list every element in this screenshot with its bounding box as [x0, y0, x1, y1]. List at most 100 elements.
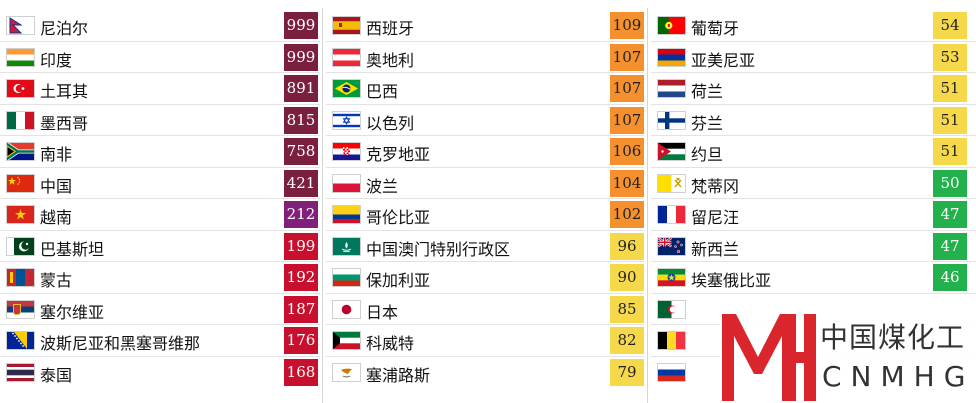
value-badge: 107	[610, 106, 644, 134]
country-name: 塞浦路斯	[366, 365, 431, 385]
netherlands-flag-icon	[658, 80, 685, 97]
table-row: 以色列 107	[326, 105, 644, 136]
new-zealand-flag-icon	[658, 237, 685, 255]
table-row: 尼泊尔 999	[0, 10, 320, 42]
table-row: 留尼汪 47	[651, 199, 976, 231]
country-name: 墨西哥	[40, 113, 89, 133]
mongolia-flag-icon	[7, 269, 34, 286]
value-badge: 102	[610, 201, 644, 228]
country-name: 梵蒂冈	[691, 176, 740, 196]
value-badge: 107	[610, 43, 644, 71]
turkey-flag-icon	[7, 80, 34, 97]
country-name: 中国	[40, 176, 73, 196]
value-badge: 53	[933, 43, 967, 71]
spain-flag-icon	[333, 17, 360, 34]
country-name: 留尼汪	[691, 208, 740, 227]
table-row: 中国澳门特别行政区 96	[326, 231, 644, 262]
table-column-3: 葡萄牙 54 亚美尼亚 53 荷兰 51 芬兰 51 约旦 51 梵蒂冈 50 留尼汪 47 新西兰 47 埃塞…	[651, 10, 976, 388]
table-row: 土耳其 891	[0, 73, 320, 105]
portugal-flag-icon	[658, 17, 685, 34]
value-badge: 168	[284, 358, 318, 386]
value-badge: 54	[933, 12, 967, 39]
table-row: 科威特 82	[326, 325, 644, 357]
value-badge: 891	[284, 75, 318, 102]
japan-flag-icon	[333, 300, 360, 318]
watermark-cn-text: 中国煤化工	[820, 321, 966, 354]
table-row: 芬兰 51	[651, 105, 976, 136]
watermark-logo: 中国煤化工 CNMHG	[720, 312, 976, 403]
table-row: 南非 758	[0, 136, 320, 168]
bulgaria-flag-icon	[333, 269, 360, 286]
country-name: 中国澳门特别行政区	[366, 239, 511, 259]
table-row: 蒙古 192	[0, 262, 320, 294]
country-name: 亚美尼亚	[691, 50, 756, 70]
table-row: 葡萄牙 54	[651, 10, 976, 42]
country-name: 巴西	[366, 82, 399, 101]
value-badge: 50	[933, 169, 967, 197]
jordan-flag-icon	[658, 143, 685, 160]
logo-mark-icon	[722, 314, 816, 401]
value-badge: 51	[933, 75, 967, 102]
cyprus-flag-icon	[333, 363, 360, 381]
finland-flag-icon	[658, 111, 685, 129]
country-name: 新西兰	[691, 239, 740, 259]
country-name: 葡萄牙	[691, 19, 740, 38]
value-badge: 51	[933, 106, 967, 134]
israel-flag-icon	[333, 111, 360, 129]
reunion-flag-icon	[658, 206, 685, 223]
table-row: 印度 999	[0, 42, 320, 73]
value-badge: 47	[933, 201, 967, 228]
table-row: 埃塞俄比亚 46	[651, 262, 976, 294]
nepal-flag-icon	[7, 17, 34, 34]
table-row: 哥伦比亚 102	[326, 199, 644, 231]
table-row: 保加利亚 90	[326, 262, 644, 294]
india-flag-icon	[7, 48, 34, 66]
kuwait-flag-icon	[333, 332, 360, 349]
table-row: 塞尔维亚 187	[0, 294, 320, 325]
south-africa-flag-icon	[7, 143, 34, 160]
country-name: 以色列	[366, 113, 415, 133]
vatican-flag-icon	[658, 174, 685, 192]
value-badge: 82	[610, 327, 644, 354]
country-name: 埃塞俄比亚	[691, 271, 772, 290]
value-badge: 187	[284, 295, 318, 323]
value-badge: 212	[284, 201, 318, 228]
country-name: 印度	[40, 50, 73, 70]
armenia-flag-icon	[658, 48, 685, 66]
table-row: 墨西哥 815	[0, 105, 320, 136]
value-badge: 85	[610, 295, 644, 323]
value-badge: 47	[933, 232, 967, 260]
country-name: 越南	[40, 208, 73, 227]
value-badge: 421	[284, 169, 318, 197]
croatia-flag-icon	[333, 143, 360, 160]
country-name: 芬兰	[691, 113, 724, 133]
country-name: 克罗地亚	[366, 145, 431, 164]
value-badge: 999	[284, 12, 318, 39]
colombia-flag-icon	[333, 206, 360, 223]
value-badge: 90	[610, 264, 644, 291]
watermark-en-text: CNMHG	[822, 360, 975, 393]
value-badge: 104	[610, 169, 644, 197]
table-row: 塞浦路斯 79	[326, 357, 644, 389]
bosnia-flag-icon	[7, 332, 34, 349]
table-row	[651, 357, 976, 389]
table-row: 泰国 168	[0, 357, 320, 389]
mexico-flag-icon	[7, 111, 34, 129]
brazil-flag-icon	[333, 80, 360, 97]
country-name: 蒙古	[40, 271, 73, 290]
value-badge: 51	[933, 138, 967, 165]
country-name: 南非	[40, 145, 73, 164]
country-name: 保加利亚	[366, 271, 431, 290]
country-name: 塞尔维亚	[40, 302, 105, 322]
table-row: 奥地利 107	[326, 42, 644, 73]
value-badge: 79	[610, 358, 644, 386]
country-name: 荷兰	[691, 82, 724, 101]
country-name: 西班牙	[366, 19, 415, 38]
table-row: 日本 85	[326, 294, 644, 325]
column-divider	[647, 8, 648, 403]
value-badge: 192	[284, 264, 318, 291]
country-name: 波兰	[366, 176, 399, 196]
table-row: 波斯尼亚和黑塞哥维那 176	[0, 325, 320, 357]
value-badge: 106	[610, 138, 644, 165]
belgium-flag-icon	[658, 332, 685, 349]
